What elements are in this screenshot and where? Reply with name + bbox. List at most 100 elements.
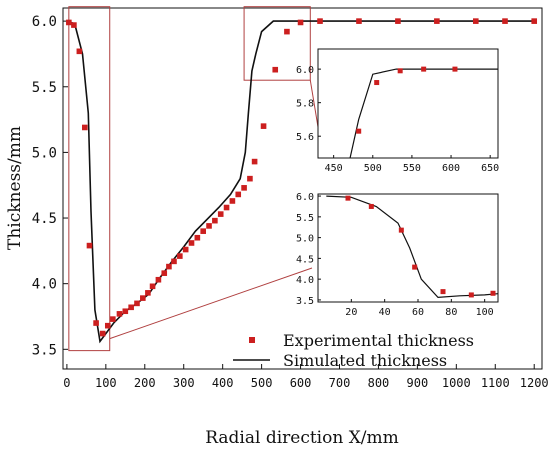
experimental-point [86, 242, 93, 249]
experimental-point [241, 185, 247, 191]
experimental-point [128, 304, 134, 311]
x-tick-label: 300 [173, 376, 195, 390]
x-axis-ticks: 0 100 200 300 400 500 600 700 800 900 1000 1100 1200 [63, 364, 549, 390]
experimental-point [110, 316, 116, 322]
inset-x-tick-label: 550 [403, 163, 421, 174]
experimental-point [188, 240, 195, 246]
inset-experimental-point [397, 68, 403, 74]
experimental-point [116, 311, 123, 317]
inset-experimental-point [468, 292, 474, 298]
experimental-point [212, 217, 218, 224]
inset-experimental-point [421, 66, 427, 72]
experimental-point [472, 18, 479, 24]
experimental-point [166, 263, 172, 270]
inset-x-tick-label: 650 [481, 163, 499, 174]
inset-x-tick-label: 20 [345, 307, 357, 318]
inset-y-tick-label: 5.6 [296, 132, 314, 143]
inset-frame [317, 48, 499, 159]
experimental-point [200, 228, 206, 234]
zoom-boxes [68, 6, 319, 352]
inset-x-tick-label: 60 [412, 307, 424, 318]
experimental-point [531, 18, 538, 24]
inset-x-tick-label: 450 [325, 163, 343, 174]
experimental-point [99, 330, 106, 337]
x-tick-label: 900 [407, 376, 429, 390]
main-plot: 0 100 200 300 400 500 600 700 800 900 1000 1100 1200… [5, 6, 549, 448]
y-axis-label: Thickness/mm [5, 126, 25, 250]
zoom-box-top [243, 6, 311, 81]
inset-y-tick-label: 3.5 [296, 296, 314, 307]
inset-bottom: 20 40 60 80 100 3.5 4.0 4.5 5.0 5.5 6.0 [296, 192, 499, 318]
experimental-point [317, 18, 323, 24]
x-tick-label: 700 [329, 376, 351, 390]
legend-label-simulated: Simulated thickness [283, 351, 447, 370]
experimental-point [134, 300, 140, 307]
experimental-point [223, 204, 230, 211]
experimental-point [502, 18, 508, 24]
experimental-point [149, 283, 156, 290]
experimental-point [145, 290, 151, 296]
inset-x-tick-label: 100 [476, 307, 494, 318]
experimental-point [260, 123, 267, 129]
x-tick-label: 1100 [481, 376, 510, 390]
x-axis-label: Radial direction X/mm [205, 428, 399, 448]
zoom-connector-top [309, 80, 319, 128]
experimental-point [161, 270, 168, 276]
experimental-point [247, 175, 253, 182]
y-tick-label: 4.5 [32, 211, 57, 227]
x-tick-label: 400 [212, 376, 234, 390]
experimental-point [171, 258, 177, 265]
experimental-point [235, 191, 242, 198]
inset-x-tick-label: 80 [445, 307, 457, 318]
inset-simulated-line [349, 68, 498, 158]
y-tick-label: 4.0 [32, 277, 57, 293]
experimental-point [66, 19, 72, 26]
inset-experimental-point [368, 203, 374, 209]
experimental-series [66, 18, 538, 337]
inset-y-tick-label: 4.5 [296, 254, 314, 265]
inset-y-tick-label: 5.8 [296, 99, 314, 110]
experimental-point [434, 18, 440, 24]
y-tick-label: 3.5 [32, 342, 57, 358]
zoom-box-bottom [68, 6, 111, 352]
experimental-point [140, 295, 146, 301]
x-tick-label: 200 [134, 376, 156, 390]
zoom-connector-bottom [109, 267, 313, 340]
experimental-point [182, 246, 189, 253]
legend-marker-experimental [249, 337, 255, 343]
inset-experimental-point [398, 227, 404, 233]
x-tick-label: 600 [290, 376, 312, 390]
x-tick-label: 0 [63, 376, 70, 390]
inset-y-tick-label: 6.0 [296, 65, 314, 76]
legend-label-experimental: Experimental thickness [283, 331, 474, 350]
experimental-point [177, 253, 183, 259]
x-tick-label: 800 [368, 376, 390, 390]
legend: Experimental thickness Simulated thickne… [233, 331, 474, 370]
experimental-point [284, 28, 290, 35]
experimental-point [272, 66, 279, 73]
inset-experimental-point [356, 128, 362, 134]
experimental-point [93, 320, 99, 326]
x-tick-label: 1200 [520, 376, 549, 390]
inset-experimental-point [345, 195, 351, 201]
experimental-point [194, 234, 201, 241]
x-tick-label: 100 [95, 376, 117, 390]
experimental-point [395, 18, 401, 24]
experimental-point [82, 124, 88, 131]
inset-experimental-point [440, 289, 446, 295]
inset-x-tick-label: 40 [379, 307, 391, 318]
inset-experimental-point [452, 66, 458, 72]
experimental-point [206, 223, 212, 229]
y-tick-label: 5.0 [32, 145, 57, 161]
inset-y-tick-label: 4.0 [296, 275, 314, 286]
inset-y-tick-label: 6.0 [296, 192, 314, 203]
plot-frame [62, 7, 543, 370]
inset-y-tick-label: 5.0 [296, 234, 314, 245]
experimental-point [217, 211, 224, 217]
inset-frame [317, 193, 499, 303]
experimental-point [229, 198, 236, 204]
inset-x-tick-label: 600 [442, 163, 460, 174]
experimental-point [76, 48, 83, 55]
